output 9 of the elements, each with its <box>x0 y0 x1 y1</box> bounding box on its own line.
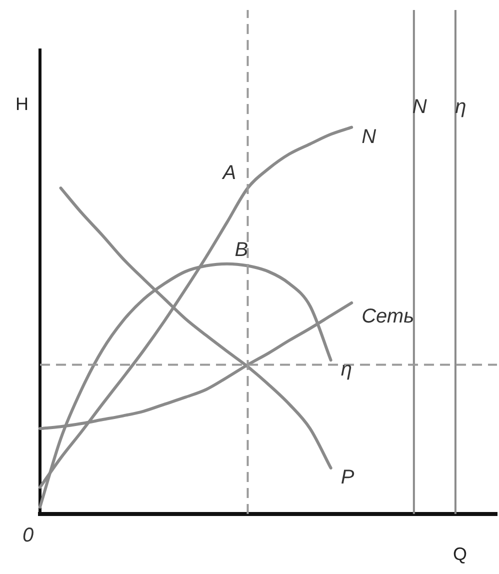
text: 0 <box>22 524 34 547</box>
series-label: Сеть <box>362 305 414 328</box>
series-label: N <box>362 126 377 148</box>
annotation: B <box>234 239 248 262</box>
y-axis-title: H <box>16 94 28 114</box>
series-label: η <box>340 358 352 381</box>
x-axis-title: Q <box>452 544 468 564</box>
annotation: A <box>222 162 236 184</box>
series-label: P <box>340 466 355 489</box>
